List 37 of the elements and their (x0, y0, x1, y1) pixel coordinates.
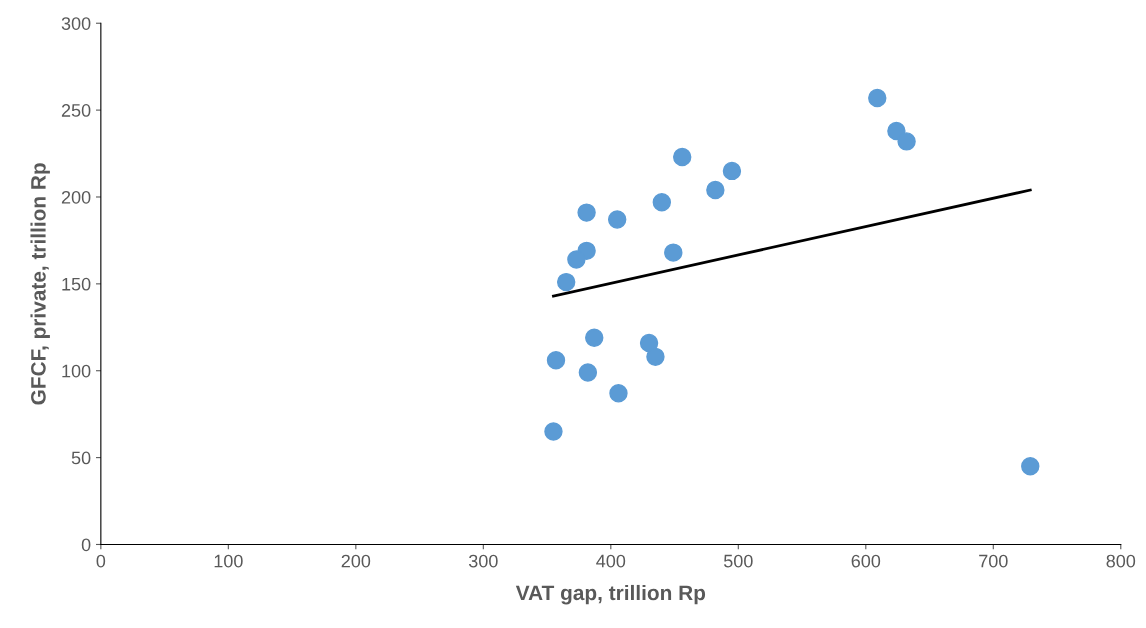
point (578, 363, 598, 382)
y-tick-label: 100 (62, 364, 91, 378)
point (609, 384, 628, 403)
x-tick-label: 200 (341, 554, 371, 568)
point (706, 180, 725, 200)
x-tick-label: 800 (1106, 554, 1136, 568)
point (556, 272, 576, 292)
point (673, 147, 692, 167)
point (567, 250, 586, 269)
y-tick-label: 200 (61, 190, 91, 204)
point (652, 192, 672, 212)
x-axis-title: VAT gap, trillion Rp (515, 584, 706, 605)
y-tick-label: 0 (81, 538, 91, 552)
x-tick-label: 0 (96, 554, 106, 568)
point (1021, 457, 1040, 476)
point (664, 243, 683, 262)
point (868, 88, 887, 108)
point (639, 333, 659, 353)
y-axis-title: GFCF, private, trillion Rp (30, 163, 50, 405)
point (722, 161, 742, 181)
y-tick-label: 50 (71, 451, 91, 465)
point (646, 347, 665, 367)
point (585, 328, 604, 347)
x-tick-label: 400 (596, 554, 626, 568)
x-tick-label: 500 (723, 554, 753, 568)
x-tick-label: 700 (979, 554, 1008, 568)
point (546, 351, 566, 370)
point (577, 203, 596, 222)
point (544, 422, 563, 441)
x-tick-label: 300 (468, 554, 498, 568)
y-tick-label: 300 (61, 17, 91, 30)
x-tick-label: 600 (851, 554, 881, 568)
y-tick-label: 150 (62, 277, 91, 291)
y-tick-label: 250 (61, 104, 91, 117)
point (897, 132, 916, 151)
point (607, 210, 627, 229)
x-tick-label: 100 (214, 554, 243, 568)
